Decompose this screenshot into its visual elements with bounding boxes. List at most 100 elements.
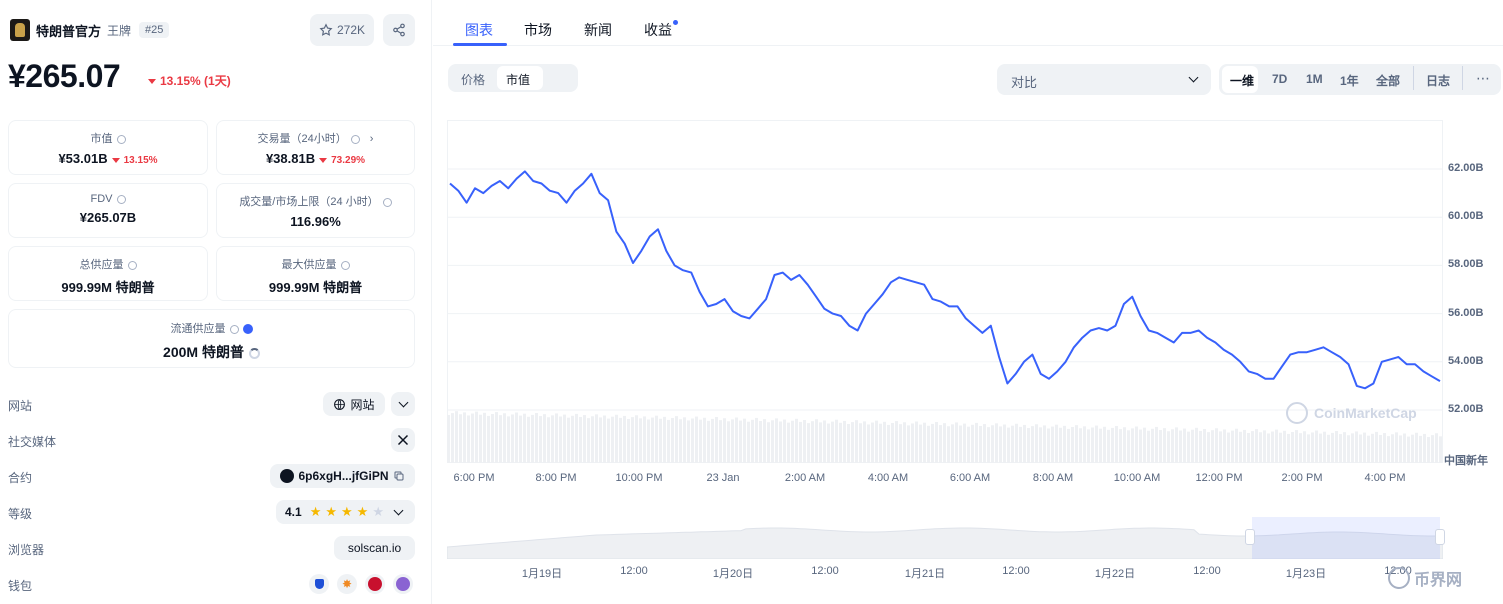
stat-max-supply: 最大供应量 999.99M 特朗普: [216, 246, 415, 301]
wallet-burst-icon[interactable]: ✸: [337, 574, 357, 594]
volume-bar: [1351, 433, 1354, 463]
stat-fdv: FDV ¥265.07B: [8, 183, 208, 238]
range-divider: [1413, 66, 1414, 90]
navigator-selection[interactable]: [1252, 517, 1440, 559]
range-log[interactable]: 日志: [1426, 74, 1451, 88]
range-1m[interactable]: 1M: [1306, 72, 1323, 86]
volume-bar: [1279, 432, 1282, 463]
info-icon[interactable]: [382, 197, 392, 207]
wallet-shield-icon[interactable]: [309, 574, 329, 594]
stat-label: 成交量/市场上限（24 小时）: [239, 196, 379, 208]
volume-bar: [943, 423, 946, 463]
info-icon[interactable]: [116, 194, 126, 204]
range-1y[interactable]: 1年: [1340, 74, 1359, 88]
rating-button[interactable]: 4.1 ★ ★ ★ ★ ★: [276, 500, 415, 524]
volume-bar: [847, 424, 850, 463]
copy-icon[interactable]: [393, 470, 405, 482]
toggle-price[interactable]: 价格: [461, 73, 486, 87]
volume-bar: [551, 415, 554, 463]
volume-bar: [751, 419, 754, 463]
volume-bar: [979, 425, 982, 463]
volume-bar: [591, 416, 594, 463]
volume-bar: [771, 420, 774, 463]
stat-value: 999.99M 特朗普: [268, 280, 363, 295]
website-button[interactable]: 网站: [323, 392, 385, 416]
volume-bar: [1379, 434, 1382, 463]
volume-bar: [1255, 429, 1258, 463]
stat-volume[interactable]: 交易量（24小时） › ¥38.81B 73.29%: [216, 120, 415, 175]
volume-bar: [539, 416, 542, 463]
info-icon[interactable]: [127, 260, 137, 270]
watchlist-button[interactable]: 272K: [310, 14, 374, 46]
volume-bar: [1355, 431, 1358, 463]
website-dropdown-button[interactable]: [391, 392, 415, 416]
volume-bar: [711, 418, 714, 463]
main-price-chart[interactable]: [447, 120, 1443, 463]
volume-bar: [1055, 424, 1058, 463]
volume-bar: [1231, 430, 1234, 463]
volume-bar: [1115, 426, 1118, 463]
volume-bar: [823, 420, 826, 463]
navigator-tick-label: 12:00: [811, 565, 839, 577]
volume-bar: [1299, 433, 1302, 463]
more-options-icon[interactable]: ⋯: [1476, 70, 1490, 86]
share-button[interactable]: [383, 14, 415, 46]
volume-bar: [1215, 428, 1218, 463]
event-label: 中国新年: [1444, 455, 1488, 467]
range-7d[interactable]: 7D: [1272, 72, 1288, 86]
star-icon: ★: [309, 504, 322, 519]
volume-bar: [1235, 428, 1238, 463]
volume-bar: [1423, 433, 1426, 463]
volume-bar: [971, 424, 974, 463]
volume-bar: [1295, 430, 1298, 463]
volume-bar: [995, 423, 998, 463]
wallet-red-icon[interactable]: [365, 574, 385, 594]
compare-select[interactable]: 对比: [997, 64, 1211, 95]
info-icon[interactable]: [116, 134, 126, 144]
volume-bar: [1111, 427, 1114, 463]
range-all[interactable]: 全部: [1376, 74, 1401, 88]
volume-bar: [699, 419, 702, 463]
volume-bar: [643, 416, 646, 463]
tab-news[interactable]: 新闻: [584, 22, 612, 38]
volume-bar: [1027, 428, 1030, 463]
info-icon[interactable]: [350, 134, 360, 144]
tab-bar: [433, 0, 1503, 46]
star-icon: ★: [372, 504, 384, 519]
navigator-chart[interactable]: [447, 517, 1443, 559]
navigator-left-handle[interactable]: [1245, 529, 1255, 545]
volume-bar: [927, 425, 930, 463]
volume-bar: [951, 424, 954, 463]
volume-bar: [931, 423, 934, 463]
volume-bar: [739, 420, 742, 463]
toggle-market-cap[interactable]: 市值: [506, 73, 531, 87]
info-icon[interactable]: [229, 324, 239, 334]
volume-bar: [1363, 432, 1366, 463]
explorer-label: 浏览器: [8, 543, 45, 557]
info-icon[interactable]: [340, 260, 350, 270]
volume-bar: [1307, 434, 1310, 463]
volume-bar: [835, 419, 838, 463]
range-1d[interactable]: 一维: [1230, 74, 1255, 88]
volume-bar: [1179, 430, 1182, 463]
tab-earn[interactable]: 收益: [644, 22, 672, 38]
solana-icon: [280, 469, 295, 483]
x-social-button[interactable]: [391, 428, 415, 452]
explorer-button[interactable]: solscan.io: [334, 536, 415, 560]
volume-bar: [479, 414, 482, 463]
navigator-tick-label: 12:00: [1002, 565, 1030, 577]
volume-bar: [1147, 430, 1150, 463]
volume-bar: [1263, 430, 1266, 463]
stat-label: 流通供应量: [170, 323, 226, 335]
volume-bar: [1003, 424, 1006, 463]
contract-button[interactable]: 6p6xgH...jfGiPN: [270, 464, 415, 488]
wallet-purple-icon[interactable]: [393, 574, 413, 594]
market-cap-line: [449, 170, 1441, 390]
navigator-right-handle[interactable]: [1435, 529, 1445, 545]
volume-bar: [623, 415, 626, 463]
tab-chart[interactable]: 图表: [465, 22, 493, 38]
volume-bar: [527, 416, 530, 463]
volume-bar: [1407, 436, 1410, 463]
volume-bar: [783, 419, 786, 463]
tab-markets[interactable]: 市场: [524, 22, 552, 38]
